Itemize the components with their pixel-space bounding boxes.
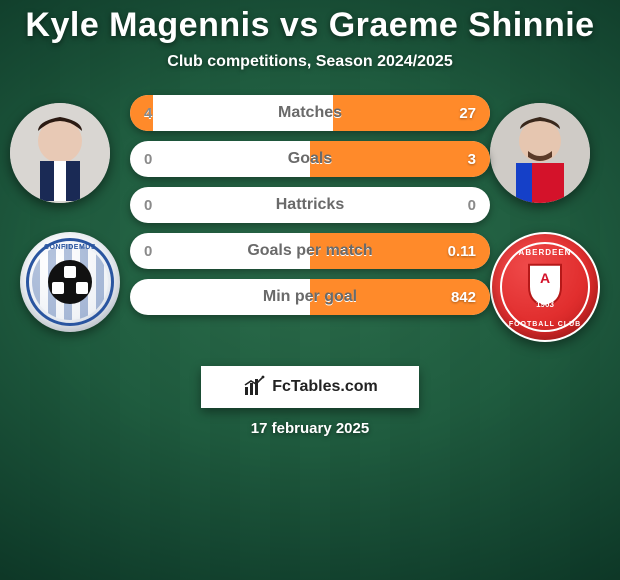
stat-value-right: 0 <box>468 197 476 214</box>
stat-value-right: 3 <box>468 151 476 168</box>
page-subtitle: Club competitions, Season 2024/2025 <box>0 53 620 71</box>
stat-value-left: 0 <box>144 151 152 168</box>
stat-value-right: 842 <box>451 289 476 306</box>
stat-value-right: 0.11 <box>448 243 476 260</box>
club-left-motto: CONFIDEMUS <box>20 244 120 251</box>
snapshot-date: 17 february 2025 <box>0 420 620 437</box>
player-right-avatar <box>490 103 590 203</box>
stat-row: Min per goal 842 <box>130 279 490 315</box>
stat-row: Matches 4 27 <box>130 95 490 131</box>
club-right-badge: ABERDEEN A 1903 FOOTBALL CLUB <box>490 227 600 347</box>
stat-value-left: 4 <box>144 105 152 122</box>
club-right-year: 1903 <box>536 300 554 309</box>
aberdeen-crest-icon: ABERDEEN A 1903 FOOTBALL CLUB <box>490 232 600 342</box>
avatar-placeholder-icon <box>490 103 590 203</box>
stat-label: Goals per match <box>247 242 372 260</box>
stat-value-left: 0 <box>144 243 152 260</box>
stat-label: Goals <box>288 150 332 168</box>
stat-row: Goals 0 3 <box>130 141 490 177</box>
stat-label: Min per goal <box>263 288 357 306</box>
stat-label: Hattricks <box>276 196 344 214</box>
page-title: Kyle Magennis vs Graeme Shinnie <box>0 6 620 45</box>
comparison-area: CONFIDEMUS ABERDEEN A 1903 FOOTBALL CLUB <box>0 99 620 349</box>
stat-value-left: 0 <box>144 197 152 214</box>
stat-value-right: 27 <box>459 105 476 122</box>
club-right-name: ABERDEEN <box>492 248 598 257</box>
brand-name: FcTables.com <box>272 378 378 396</box>
svg-text:A: A <box>540 270 550 286</box>
stat-row: Goals per match 0 0.11 <box>130 233 490 269</box>
kilmarnock-crest-icon: CONFIDEMUS <box>20 232 120 332</box>
stat-row: Hattricks 0 0 <box>130 187 490 223</box>
player-left-avatar <box>10 103 110 203</box>
club-left-badge: CONFIDEMUS <box>20 227 120 337</box>
chart-icon <box>242 375 266 399</box>
avatar-placeholder-icon <box>10 103 110 203</box>
stat-label: Matches <box>278 104 342 122</box>
stat-rows: Matches427Goals03Hattricks00Goals per ma… <box>130 95 490 315</box>
content-root: Kyle Magennis vs Graeme Shinnie Club com… <box>0 0 620 580</box>
stat-bar-right <box>310 141 490 177</box>
club-right-subname: FOOTBALL CLUB <box>492 321 598 328</box>
brand-badge: FcTables.com <box>201 366 419 408</box>
